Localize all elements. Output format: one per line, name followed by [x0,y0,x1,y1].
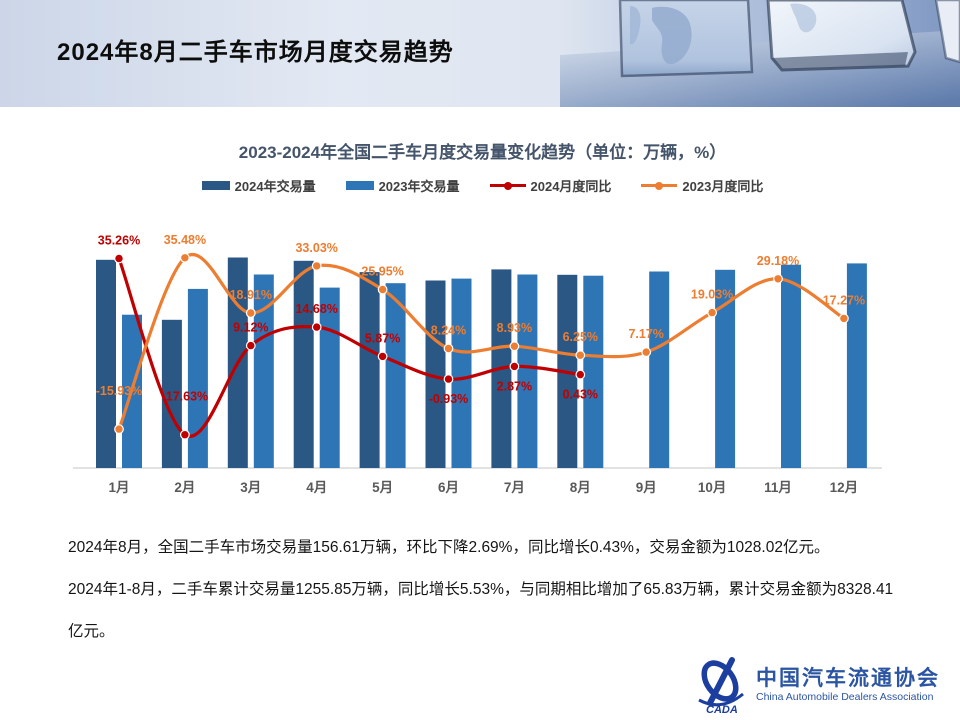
data-point [377,284,388,295]
data-point [707,307,717,318]
legend-label: 2024月度同比 [530,179,612,194]
month-label: 8月 [570,480,591,495]
data-point [443,374,454,385]
data-point [114,424,124,435]
data-label: 35.26% [98,234,140,248]
bar [96,259,116,468]
bar [451,278,472,468]
bar [359,272,380,468]
month-axis-labels: 1月 2月 3月 4月 5月 6月 7月 8月 9月 10月 11月 12月 [108,480,858,495]
data-point [509,361,520,372]
data-label: 35.48% [164,233,206,247]
month-label: 9月 [636,480,657,495]
data-point [311,261,322,271]
month-label: 1月 [108,480,129,495]
summary-paragraph-1: 2024年8月，全国二手车市场交易量156.61万辆，环比下降2.69%，同比增… [68,539,830,556]
data-point [575,369,586,380]
data-point [245,308,256,318]
decorative-cubes-graphic [0,0,960,107]
bar [293,260,314,468]
legend-bar-swatch [345,181,374,190]
line-path [117,253,846,431]
data-point [114,253,124,264]
bar [517,274,538,468]
line-2024月度同比: 35.26% -17.63% 9.12% 14.68% 5.87% -0.93% 2.87%… [98,234,598,440]
data-label: 14.68% [295,302,337,316]
data-label: 6.25% [563,330,598,344]
legend-item-2: 2024月度同比 [489,176,612,195]
legend-line-swatch [641,180,678,191]
month-label: 4月 [306,480,327,495]
legend-item-1: 2023年交易量 [345,176,460,195]
data-point [641,347,652,358]
data-label: 25.95% [361,265,403,279]
summary-text: 2024年8月，全国二手车市场交易量156.61万辆，环比下降2.69%，同比增… [68,527,900,653]
bar [187,288,208,468]
bar [385,283,406,468]
data-point [839,313,849,324]
data-label: 0.43% [563,388,598,402]
legend-item-3: 2023月度同比 [641,176,763,195]
cada-logo: CADA 中国汽车流通协会 China Automobile Dealers A… [693,656,940,714]
bar [583,275,604,468]
month-label: 5月 [372,480,393,495]
bar [253,274,274,468]
data-label: 8.24% [431,324,466,338]
data-label: 2.87% [497,379,532,393]
legend-item-0: 2024年交易量 [201,176,316,195]
data-point [179,252,190,263]
bar [161,319,182,468]
data-point [311,322,322,333]
month-label: 2月 [174,480,195,495]
svg-text:CADA: CADA [706,704,738,714]
month-label: 10月 [698,480,727,495]
month-label: 7月 [504,480,525,495]
data-label: 8.93% [497,321,532,335]
data-label: 9.12% [233,321,268,335]
data-point [773,273,783,284]
bar [846,263,867,468]
data-point [575,350,586,361]
data-label: 18.91% [230,288,272,302]
month-label: 6月 [438,480,459,495]
month-label: 3月 [240,480,261,495]
month-label: 12月 [830,480,859,495]
data-label: -17.63% [162,390,209,404]
data-label: 33.03% [295,241,337,255]
line-2023月度同比: -15.93% 35.48% 18.91% 33.03% 25.95% 8.24% 8.93… [96,233,865,435]
monthly-trend-chart: 35.26% -17.63% 9.12% 14.68% 5.87% -0.93% 2.87%… [73,233,882,495]
data-label: 5.87% [365,331,400,345]
bar [715,269,736,468]
data-label: -0.93% [429,392,469,406]
legend-label: 2024年交易量 [234,179,316,194]
data-label: 19.03% [691,288,733,302]
legend-label: 2023年交易量 [378,179,460,194]
data-point [377,351,388,362]
data-point [179,429,190,440]
data-label: 29.18% [757,254,799,268]
cada-logo-cn: 中国汽车流通协会 [756,666,940,690]
bar [649,271,670,468]
data-label: 7.17% [628,327,663,341]
data-label: -15.93% [96,384,143,398]
bars-2023年交易量 [122,263,867,468]
bar [425,280,446,468]
summary-paragraph-2: 2024年1-8月，二手车累计交易量1255.85万辆，同比增长5.53%，与同… [68,581,894,640]
cada-emblem-icon: CADA [698,657,744,714]
data-point [509,341,520,352]
data-label: 17.27% [823,293,865,307]
chart-title: 2023-2024年全国二手车月度交易量变化趋势（单位：万辆，%） [238,143,727,162]
data-point [245,340,256,351]
bar [781,264,801,468]
cada-logo-en: China Automobile Dealers Association [756,691,934,704]
page-title: 2024年8月二手车市场月度交易趋势 [57,39,454,66]
legend-bar-swatch [201,181,230,190]
legend-line-swatch [489,180,526,191]
legend-label: 2023月度同比 [682,179,764,194]
cada-logo-text: 中国汽车流通协会 China Automobile Dealers Associ… [756,667,940,703]
chart-legend: 2024年交易量 2023年交易量 2024月度同比 2023月度同比 [60,176,905,195]
month-label: 11月 [764,480,792,495]
slide-header: 2024年8月二手车市场月度交易趋势 [0,0,960,107]
data-point [443,343,454,354]
